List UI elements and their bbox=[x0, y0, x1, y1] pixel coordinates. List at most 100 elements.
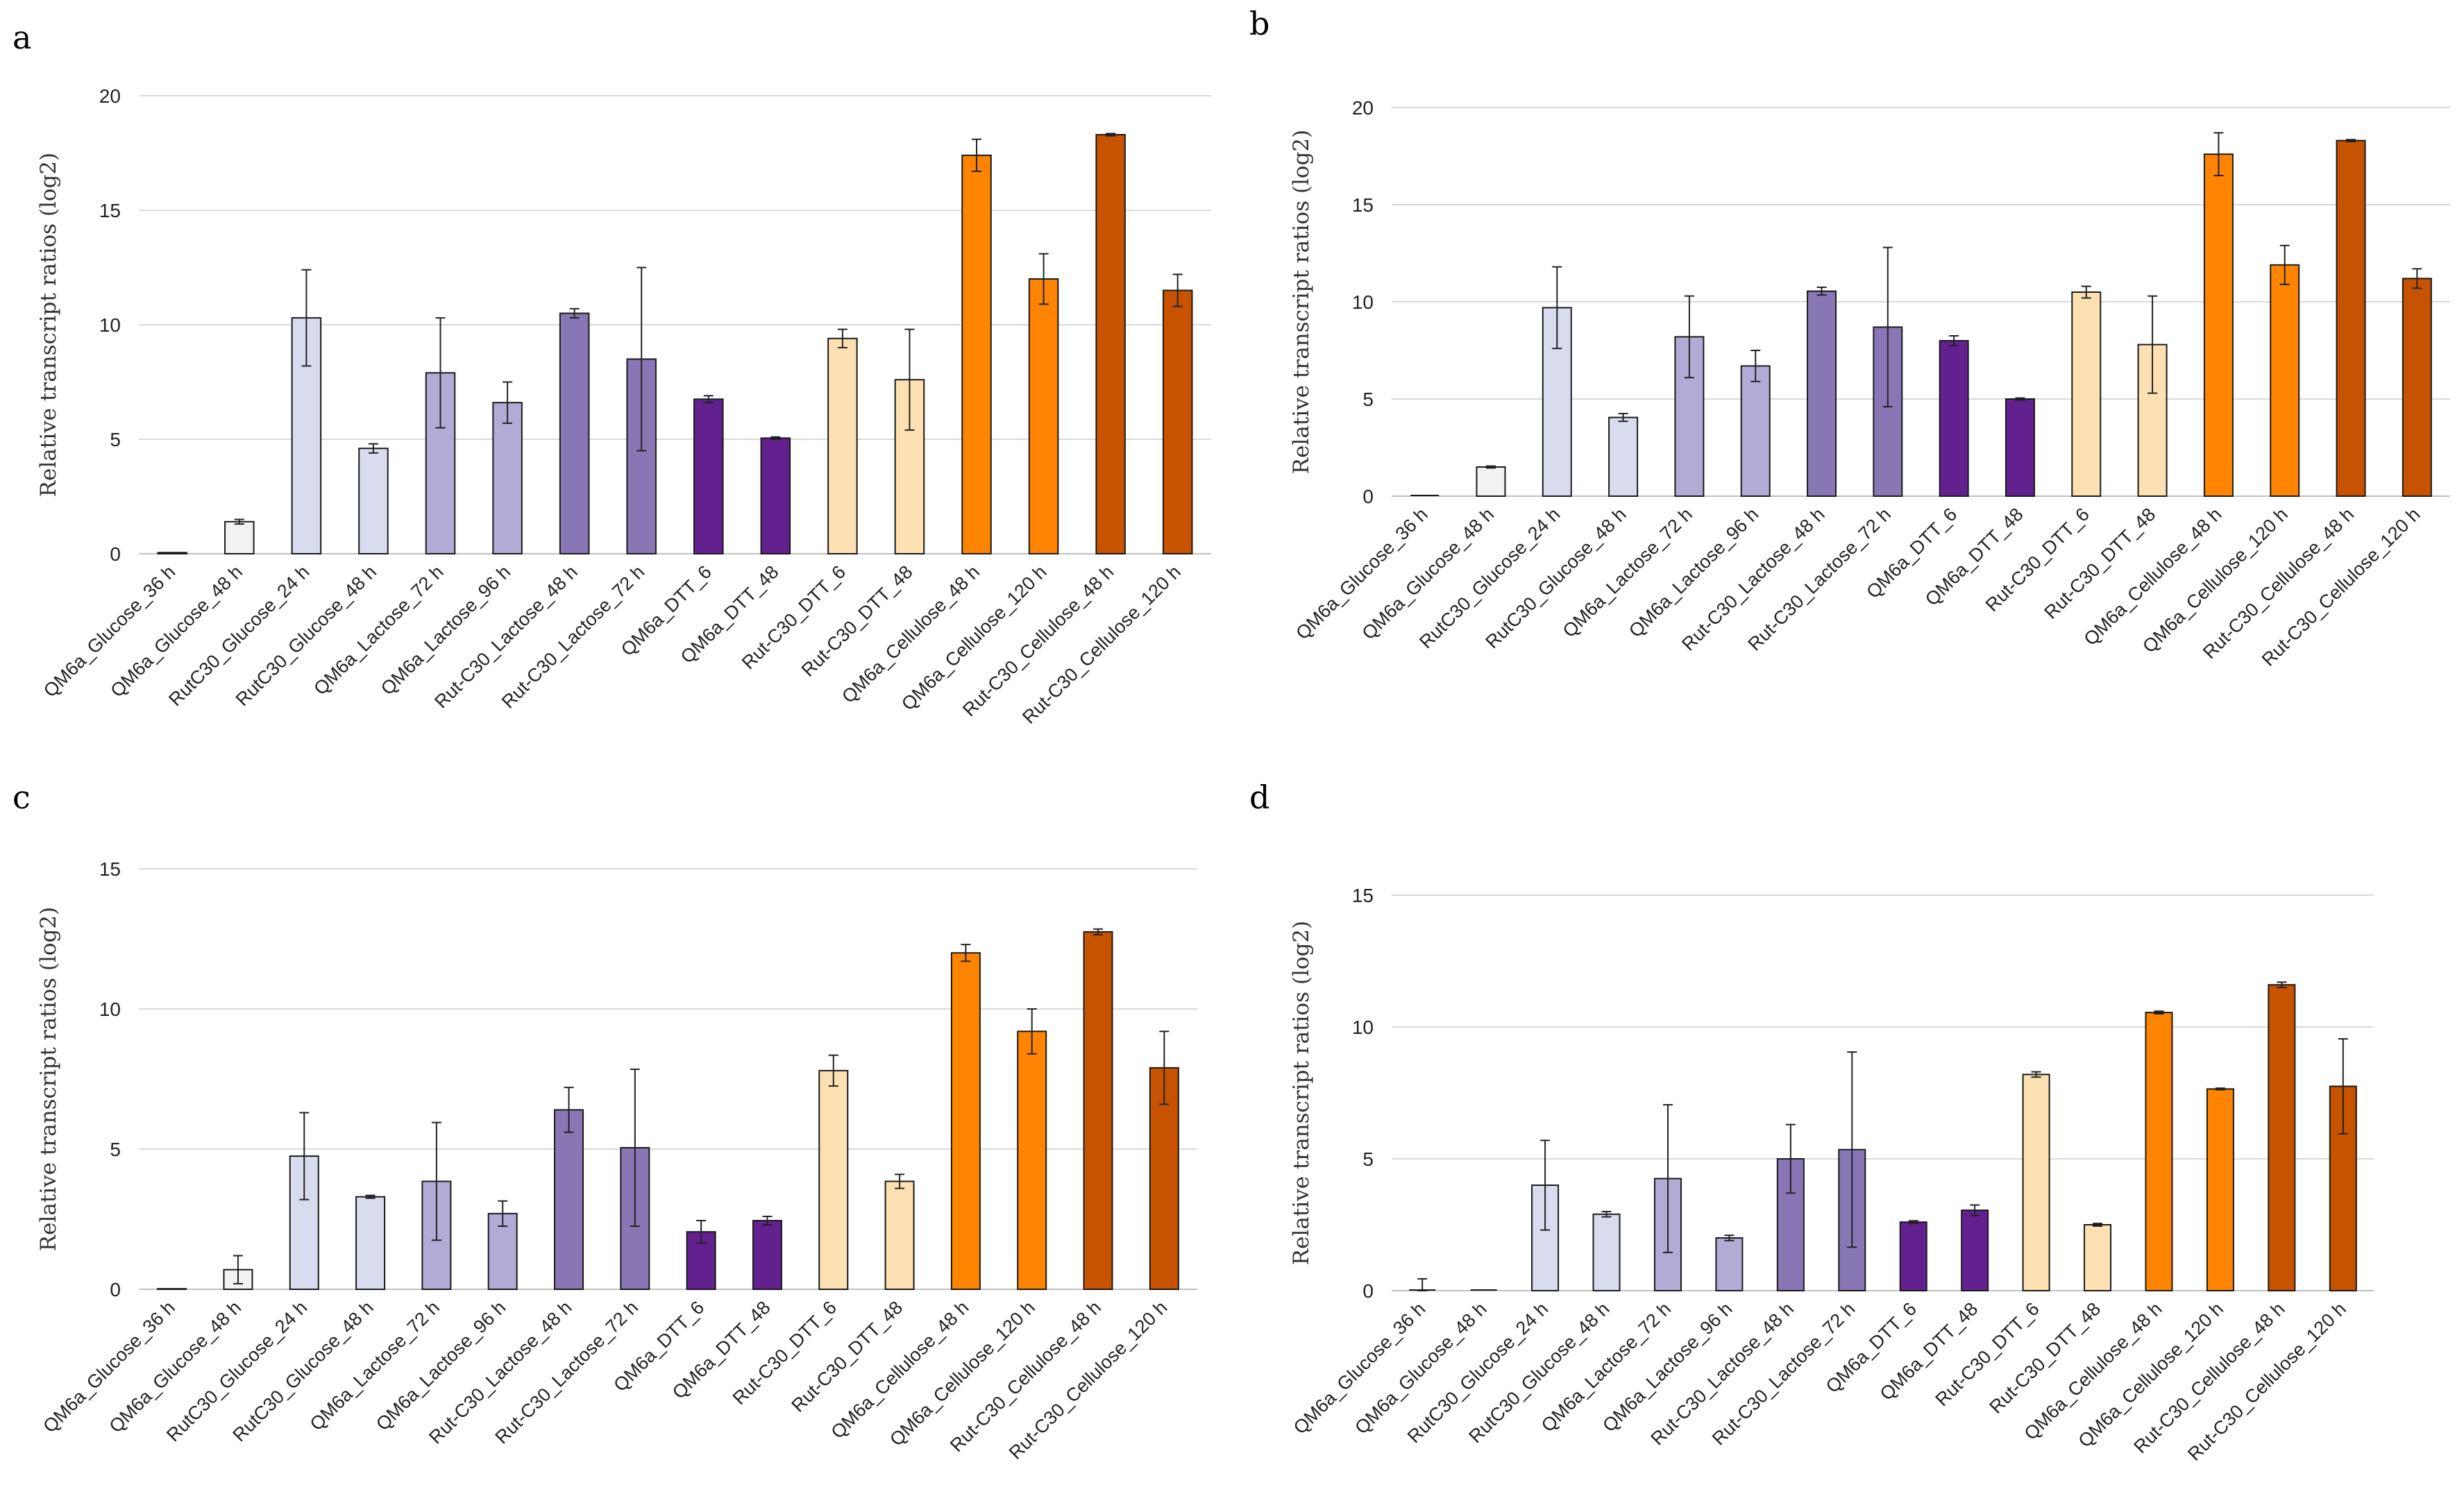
error-bar-a-14 bbox=[1038, 253, 1049, 305]
error-bar-a-9 bbox=[703, 395, 714, 404]
bar-d-10 bbox=[1961, 1209, 1989, 1291]
bar-a-14 bbox=[1028, 278, 1059, 554]
error-bar-a-16 bbox=[1172, 273, 1183, 307]
bar-b-9 bbox=[1939, 340, 1969, 497]
x-category-label: QM6a_Glucose_48 h bbox=[106, 1297, 246, 1437]
bar-b-13 bbox=[2203, 153, 2234, 497]
error-bar-d-3 bbox=[1540, 1139, 1551, 1231]
error-bar-d-8 bbox=[1847, 1051, 1857, 1248]
error-bar-b-6 bbox=[1750, 350, 1761, 382]
chart-panel-a: a 0 5 10 15 20 Relative transcript ratios (log… bbox=[12, 19, 1211, 728]
error-bar-b-14 bbox=[2279, 244, 2290, 285]
y-tick-label: 15 bbox=[99, 858, 121, 880]
error-bar-b-7 bbox=[1816, 287, 1827, 296]
chart-panel-c: c 0 5 10 15 Relative transcript ratios (log2)… bbox=[12, 779, 1197, 1463]
panel-letter-c: c bbox=[12, 779, 31, 816]
y-tick-label: 10 bbox=[99, 999, 121, 1020]
error-bar-d-16 bbox=[2338, 1038, 2348, 1135]
x-category-label: Rut-C30_DTT_48 bbox=[787, 1297, 906, 1416]
error-bar-b-15 bbox=[2346, 139, 2356, 142]
bar-b-11 bbox=[2071, 291, 2102, 497]
x-category-label: QM6a_Lactose_96 h bbox=[372, 1297, 509, 1434]
x-category-label: QM6a_Glucose_36 h bbox=[40, 561, 180, 702]
x-category-label: QM6a_Glucose_36 h bbox=[39, 1297, 179, 1437]
bar-b-7 bbox=[1807, 290, 1837, 497]
error-bar-b-3 bbox=[1552, 266, 1562, 350]
bar-a-9 bbox=[693, 398, 724, 554]
error-bar-c-9 bbox=[696, 1220, 707, 1244]
y-tick-label: 15 bbox=[99, 200, 121, 221]
error-bar-a-15 bbox=[1106, 133, 1116, 137]
y-tick-label: 15 bbox=[1352, 194, 1374, 216]
error-bar-d-15 bbox=[2277, 981, 2287, 988]
bar-b-4 bbox=[1608, 416, 1639, 497]
y-tick-label: 5 bbox=[110, 1139, 121, 1160]
error-bar-a-10 bbox=[770, 436, 781, 440]
error-bar-d-11 bbox=[2031, 1071, 2041, 1078]
bar-c-7 bbox=[554, 1109, 584, 1290]
x-category-label: QM6a_Glucose_36 h bbox=[1292, 504, 1432, 644]
error-bar-c-4 bbox=[365, 1194, 375, 1199]
error-bar-b-4 bbox=[1618, 413, 1628, 423]
error-bar-c-12 bbox=[895, 1173, 905, 1189]
bar-a-16 bbox=[1162, 289, 1193, 554]
bar-b-16 bbox=[2402, 278, 2432, 497]
error-bar-d-9 bbox=[1908, 1220, 1918, 1225]
bar-c-13 bbox=[950, 952, 981, 1290]
error-bar-a-6 bbox=[503, 381, 513, 424]
y-tick-label: 15 bbox=[1352, 885, 1374, 906]
y-tick-label: 10 bbox=[1352, 291, 1374, 313]
error-bar-c-8 bbox=[630, 1068, 640, 1228]
error-bar-a-5 bbox=[435, 317, 446, 429]
x-category-label: Rut-C30_DTT_48 bbox=[1985, 1298, 2104, 1418]
error-bar-c-7 bbox=[564, 1087, 574, 1133]
x-category-label: QM6a_Lactose_72 h bbox=[306, 1297, 444, 1434]
error-bar-d-14 bbox=[2215, 1087, 2225, 1091]
bar-b-14 bbox=[2270, 264, 2300, 497]
y-axis-title: Relative transcript ratios (log2) bbox=[1289, 130, 1314, 474]
error-bar-d-7 bbox=[1785, 1123, 1796, 1194]
y-tick-label: 10 bbox=[1352, 1017, 1374, 1038]
x-category-label: QM6a_Cellulose_48 h bbox=[838, 561, 984, 707]
error-bar-c-6 bbox=[498, 1200, 508, 1228]
bar-c-12 bbox=[884, 1180, 915, 1290]
y-axis-title: Relative transcript ratios (log2) bbox=[36, 907, 61, 1251]
y-tick-label: 10 bbox=[99, 314, 121, 336]
panel-letter-a: a bbox=[12, 19, 31, 56]
bar-a-2 bbox=[224, 520, 255, 554]
error-bar-d-1 bbox=[1417, 1277, 1428, 1291]
x-category-label: Rut-C30_DTT_48 bbox=[798, 561, 917, 681]
error-bar-a-13 bbox=[972, 138, 982, 172]
x-category-label: QM6a_Lactose_72 h bbox=[1559, 504, 1696, 641]
chart-panel-d: d 0 5 10 15 Relative transcript ratios (log2)… bbox=[1249, 779, 2374, 1465]
bar-a-1 bbox=[157, 552, 188, 554]
error-bar-b-10 bbox=[2015, 397, 2025, 401]
bar-c-9 bbox=[686, 1231, 716, 1291]
bar-d-14 bbox=[2206, 1088, 2234, 1292]
x-category-label: QM6a_Glucose_48 h bbox=[1358, 504, 1499, 644]
error-bar-d-13 bbox=[2154, 1010, 2164, 1015]
bar-c-10 bbox=[752, 1220, 782, 1291]
panel-letter-d: d bbox=[1249, 779, 1269, 816]
x-category-label: QM6a_Glucose_48 h bbox=[106, 561, 246, 702]
y-tick-label: 5 bbox=[1362, 1148, 1374, 1170]
error-bar-b-2 bbox=[1485, 465, 1496, 469]
bar-d-9 bbox=[1899, 1221, 1927, 1291]
error-bar-b-8 bbox=[1882, 246, 1893, 408]
error-bar-a-7 bbox=[569, 307, 580, 319]
error-bar-a-3 bbox=[301, 269, 312, 367]
y-tick-label: 0 bbox=[1362, 1280, 1374, 1302]
bar-b-10 bbox=[2005, 398, 2035, 497]
error-bar-a-8 bbox=[636, 266, 647, 452]
x-category-label: QM6a_Lactose_96 h bbox=[377, 561, 514, 699]
error-bar-b-16 bbox=[2412, 268, 2422, 289]
error-bar-c-16 bbox=[1159, 1030, 1170, 1105]
error-bar-c-5 bbox=[431, 1121, 441, 1241]
error-bar-a-12 bbox=[904, 328, 915, 431]
bar-a-10 bbox=[760, 437, 791, 554]
error-bar-c-11 bbox=[828, 1054, 838, 1087]
error-bar-b-5 bbox=[1684, 295, 1694, 379]
bar-c-11 bbox=[818, 1069, 849, 1290]
error-bar-b-11 bbox=[2081, 285, 2091, 299]
